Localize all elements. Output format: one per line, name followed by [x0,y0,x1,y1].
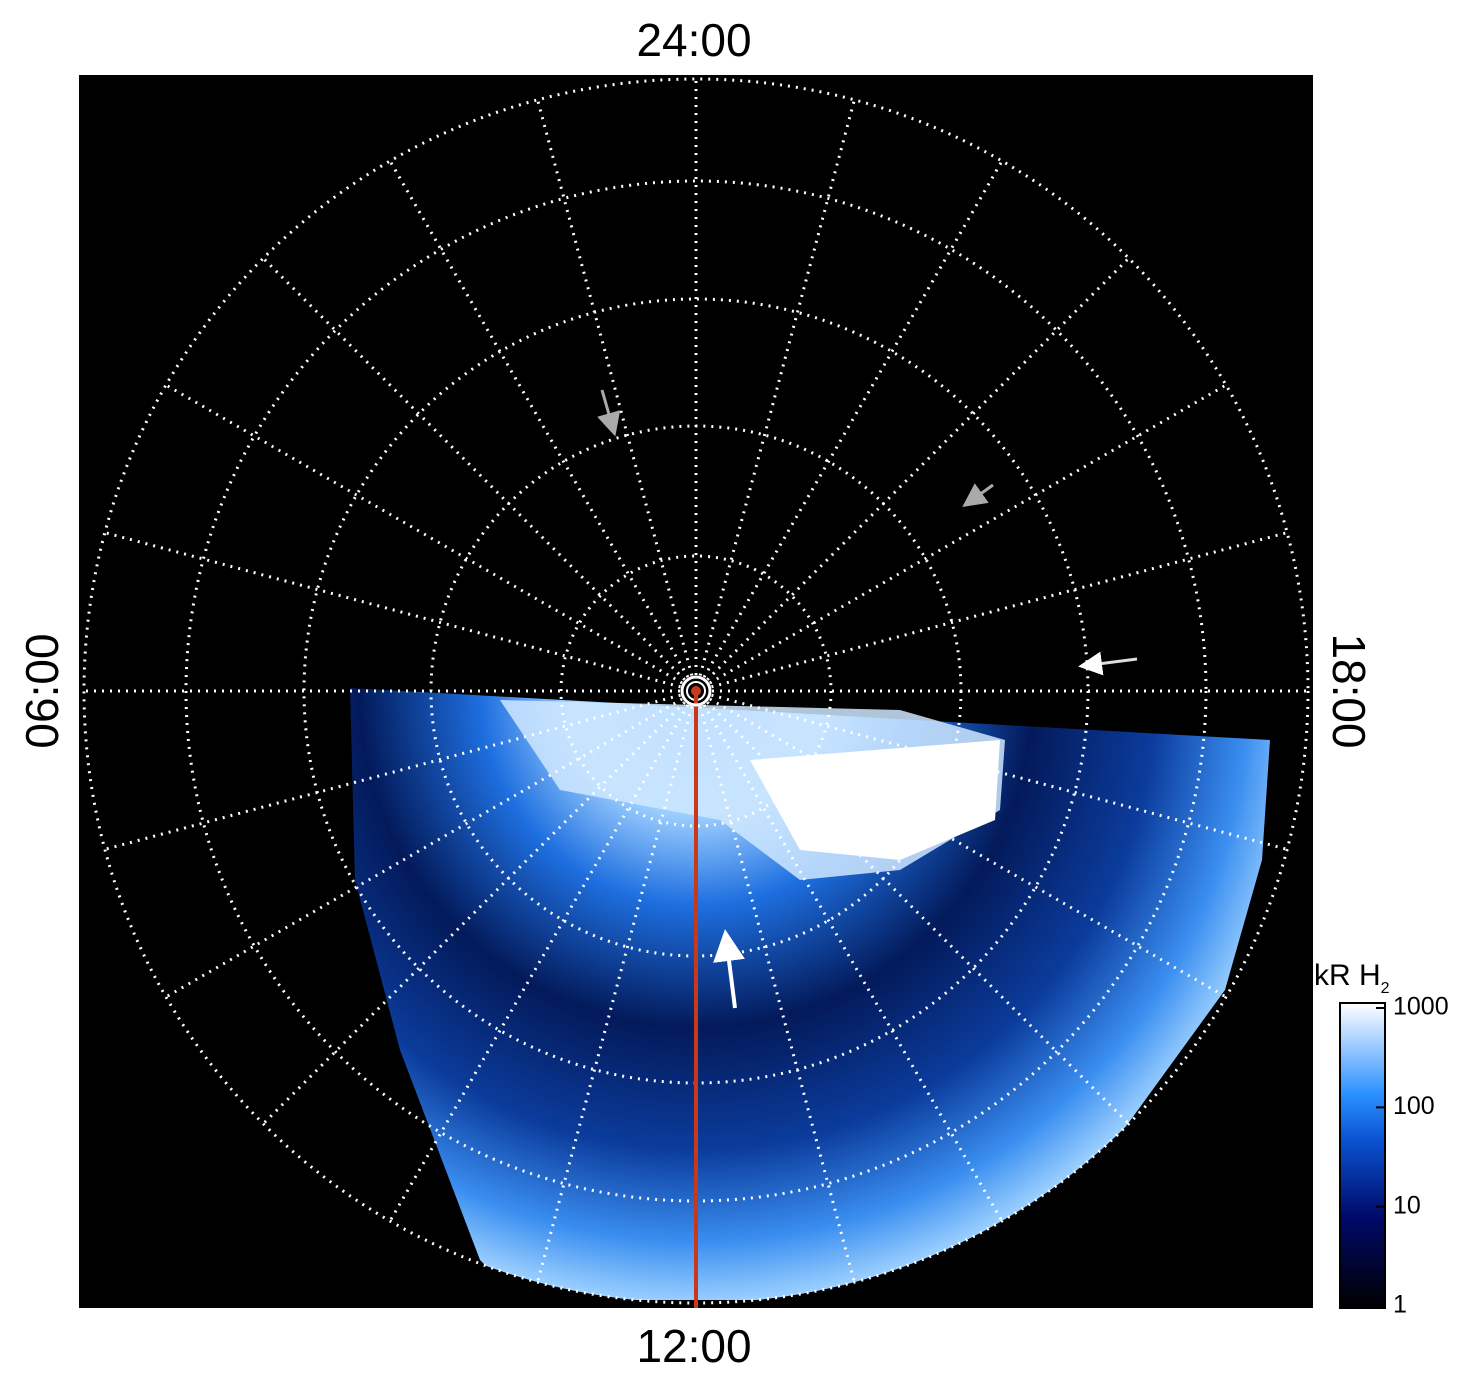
time-label: 12:00 [636,1320,751,1372]
arrow [1078,651,1138,676]
meridian-line [104,689,697,851]
meridian-line [536,690,698,1283]
latitude-circle [559,554,833,828]
meridian-line [104,531,697,693]
arrow [713,929,745,1009]
colorbar [1339,1002,1386,1309]
meridian-line [388,160,698,692]
time-label: 18:00 [1323,633,1375,748]
colorbar-title: kR H2 [1314,959,1390,997]
brightest-emission [750,740,1000,860]
colorbar-tick-label: 10 [1393,1191,1421,1219]
pole-marker [680,675,712,707]
meridian-line [165,383,697,693]
time-label: 24:00 [636,14,751,66]
colorbar-title-main: kR H [1314,959,1381,992]
colorbar-tick-label: 100 [1393,1092,1435,1120]
meridian-line [695,383,1227,693]
pole-dot [691,686,701,696]
meridian-line [694,690,856,1283]
arrow [597,389,621,437]
emission-region [350,688,1270,1300]
emission [350,688,1270,1300]
meridian-line [388,690,698,1222]
colorbar-tick-label: 1000 [1393,993,1449,1021]
colorbar-title-sub: 2 [1381,980,1390,997]
arrow [962,483,994,507]
meridian-line [695,531,1288,693]
meridian-line [262,257,698,693]
colorbar-ticks: 1 10 100 1000 [1376,993,1449,1319]
meridian-line [536,99,698,692]
meridian-line [165,689,697,999]
meridian-line [694,690,1004,1222]
meridian-line [694,160,1004,692]
meridian-line [695,689,1288,851]
time-label: 06:00 [16,633,68,748]
meridian-line [694,99,856,692]
colorbar-tick-label: 1 [1393,1291,1407,1319]
meridian-line [695,689,1227,999]
